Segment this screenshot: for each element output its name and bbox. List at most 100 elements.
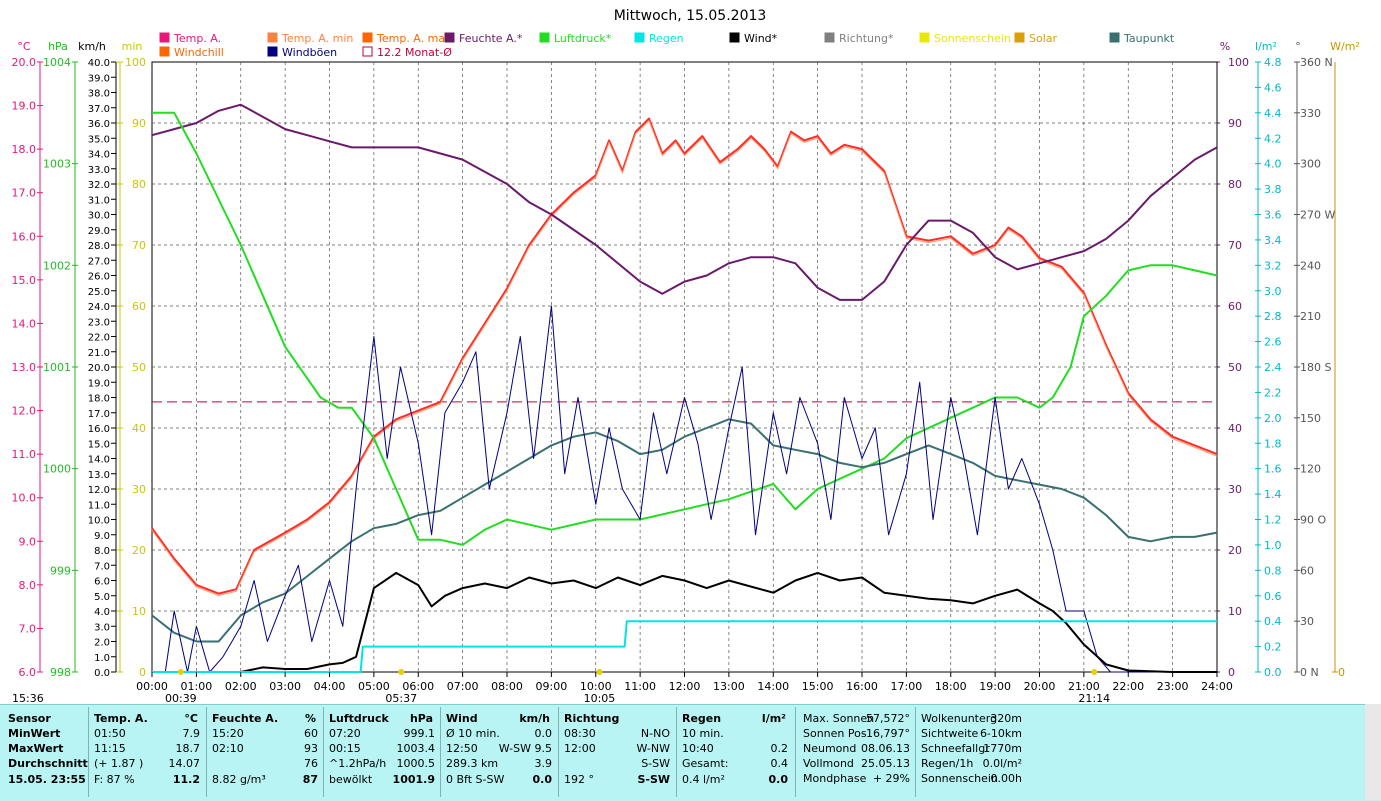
panel-scrollbar[interactable]	[1365, 704, 1381, 800]
legend-swatch	[159, 32, 170, 43]
rain-tick-label: 4.8	[1264, 56, 1282, 69]
extra-label: Sichtweite	[921, 727, 979, 740]
wind-tick-label: 26.0	[88, 272, 110, 283]
rain-unit: l/m²	[761, 712, 786, 725]
rain-tick-label: 3.0	[1264, 285, 1282, 298]
humidity-tick-label: 60	[1228, 300, 1242, 313]
x-tick-label: 23:00	[1157, 680, 1189, 693]
series-wind-	[152, 571, 1217, 673]
wind-tick-label: 14.0	[88, 455, 110, 466]
pressure-unit: hPa	[409, 712, 433, 725]
humidity-tick-label: 10	[1228, 605, 1242, 618]
wind-tick-label: 39.0	[88, 73, 110, 84]
extra-label: Sonnenschein	[921, 772, 998, 785]
direction-time: 12:00	[564, 742, 596, 755]
x-tick-label: 07:00	[447, 680, 479, 693]
rain-tick-label: 4.0	[1264, 158, 1282, 171]
legend-label: Temp. A. min	[281, 32, 353, 45]
wind-tick-label: 13.0	[88, 470, 110, 481]
astro-label: Vollmond	[803, 757, 854, 770]
plot-area	[151, 61, 1218, 673]
direction-time: 08:30	[564, 727, 596, 740]
humidity-header: Feuchte A.	[212, 712, 279, 725]
temp-tick-label: 15.0	[12, 274, 37, 287]
temp-axis-title: °C	[17, 40, 31, 53]
rain-tick-label: 2.2	[1264, 386, 1282, 399]
sunrise-label: 05:37	[385, 692, 417, 705]
extra-value: 320m	[990, 712, 1022, 725]
wind-tick-label: 16.0	[88, 424, 110, 435]
x-tick-label: 12:00	[669, 680, 701, 693]
minutes-tick-label: 70	[132, 239, 146, 252]
humidity-value: 87	[302, 773, 318, 786]
legend-label: Richtung*	[839, 32, 894, 45]
wind-tick-label: 12.0	[88, 485, 110, 496]
temp-tick-label: 7.0	[19, 622, 37, 635]
humidity-tick-label: 100	[1228, 56, 1249, 69]
pressure-time: ^1.2hPa/h	[329, 757, 387, 770]
temp-value: 11.2	[172, 773, 200, 786]
x-tick-label: 18:00	[935, 680, 967, 693]
rain-tick-label: 0.0	[1264, 666, 1282, 679]
rain-tick-label: 4.6	[1264, 81, 1282, 94]
wind-tick-label: 37.0	[88, 104, 110, 115]
wind-tick-label: 30.0	[88, 211, 110, 222]
temp-time: 11:15	[94, 742, 126, 755]
sunset-label: 21:14	[1078, 692, 1110, 705]
wind-tick-label: 0.0	[94, 668, 110, 679]
minutes-tick-label: 10	[132, 605, 146, 618]
panel-row-label: Durchschnitt	[8, 757, 88, 770]
extra-value: 1770m	[983, 742, 1022, 755]
wind-header: Wind	[446, 712, 478, 725]
x-tick-label: 15:00	[802, 680, 834, 693]
panel-header-sensor: Sensor	[8, 712, 51, 725]
astro-value: 25.05.13	[861, 757, 910, 770]
humidity-tick-label: 70	[1228, 239, 1242, 252]
minutes-tick-label: 30	[132, 483, 146, 496]
pressure-time: 07:20	[329, 727, 361, 740]
direction-tick-label: 330	[1300, 107, 1321, 120]
humidity-value: 76	[304, 757, 318, 770]
wind-tick-label: 32.0	[88, 180, 110, 191]
wind-tick-label: 3.0	[94, 622, 110, 633]
wind-tick-label: 10.0	[88, 516, 110, 527]
time-markers: 00:39 05:37 10:05 21:14 15:36	[12, 669, 1110, 705]
pressure-tick-label: 1001	[43, 361, 71, 374]
direction-tick-label: 300	[1300, 158, 1321, 171]
x-tick-label: 13:00	[713, 680, 745, 693]
x-tick-label: 21:00	[1068, 680, 1100, 693]
direction-tick-label: 210	[1300, 310, 1321, 323]
panel-separator	[558, 707, 559, 797]
legend-swatch	[159, 46, 170, 57]
pressure-tick-label: 1003	[43, 158, 71, 171]
direction-header: Richtung	[564, 712, 620, 725]
panel-row-label: 15.05. 23:55	[8, 773, 86, 786]
sunset-marker	[1091, 669, 1098, 675]
wind-tick-label: 25.0	[88, 287, 110, 298]
humidity-time: 15:20	[212, 727, 244, 740]
grid	[152, 62, 1217, 672]
rain-tick-label: 0.6	[1264, 590, 1282, 603]
legend-label: Luftdruck*	[554, 32, 612, 45]
pressure-value: 1001.9	[392, 773, 435, 786]
series-feuchte-a-	[151, 103, 1218, 301]
rain-tick-label: 0.8	[1264, 564, 1282, 577]
humidity-tick-label: 80	[1228, 178, 1242, 191]
temp-tick-label: 6.0	[19, 666, 37, 679]
temp-unit: °C	[184, 712, 198, 725]
humidity-axis-title: %	[1220, 40, 1230, 53]
minutes-tick-label: 60	[132, 300, 146, 313]
wind-tick-label: 17.0	[88, 409, 110, 420]
legend-swatch	[824, 32, 835, 43]
panel-separator	[323, 707, 324, 797]
minutes-tick-label: 20	[132, 544, 146, 557]
series-taupunkt	[151, 418, 1218, 643]
wind-tick-label: 22.0	[88, 333, 110, 344]
direction-axis-title: °	[1295, 40, 1301, 53]
rain-time: 10 min.	[682, 727, 724, 740]
extra-label: Regen/1h	[921, 757, 974, 770]
series-regen	[152, 620, 1217, 673]
temp-tick-label: 12.0	[12, 405, 37, 418]
rain-axis-title: l/m²	[1255, 40, 1277, 53]
extra-value: 6-10km	[979, 727, 1022, 740]
